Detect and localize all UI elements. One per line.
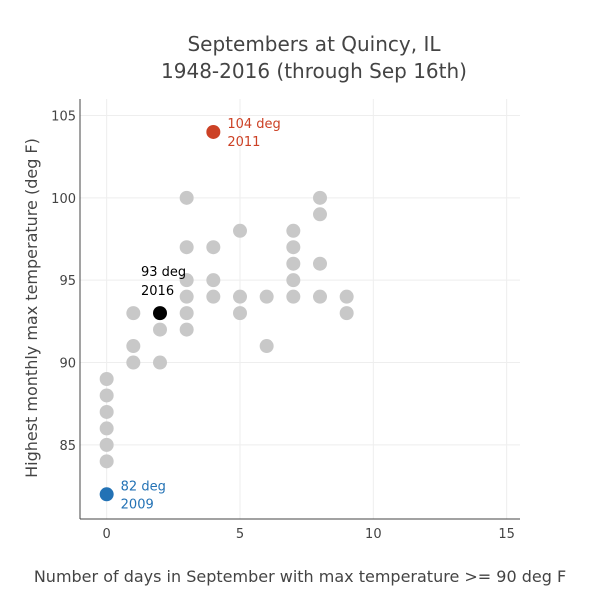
- data-point: [179, 273, 194, 288]
- axes-layer: [79, 99, 520, 520]
- x-axis-title: Number of days in September with max tem…: [34, 567, 566, 586]
- y-axis-title: Highest monthly max temperature (deg F): [22, 138, 41, 478]
- data-point: [99, 388, 114, 403]
- y-tick-label: 90: [59, 357, 76, 372]
- data-point: [99, 421, 114, 436]
- data-point: [99, 437, 114, 452]
- points-layer: [99, 190, 354, 469]
- ticks-layer: 0 5 10 15 85 90 95 100 105: [51, 109, 515, 542]
- highlight-label-min-year: 2009: [121, 497, 154, 512]
- data-point: [153, 322, 167, 337]
- x-tick-label: 0: [103, 527, 111, 542]
- data-point: [233, 289, 247, 304]
- highlight-point-current: [153, 306, 167, 321]
- data-point: [286, 223, 301, 238]
- highlight-label-max-year: 2011: [227, 135, 260, 150]
- highlight-label-current-value: 93 deg: [141, 265, 186, 280]
- data-point: [286, 273, 301, 288]
- data-point: [206, 289, 221, 304]
- y-tick-label: 105: [51, 109, 76, 124]
- data-point: [313, 256, 327, 271]
- data-point: [233, 223, 247, 238]
- data-point: [153, 355, 167, 370]
- x-tick-label: 10: [365, 527, 382, 542]
- data-point: [339, 306, 354, 321]
- data-point: [339, 289, 354, 304]
- data-point: [206, 273, 221, 288]
- data-point: [286, 289, 301, 304]
- data-point: [126, 306, 141, 321]
- grid-layer: [80, 99, 520, 519]
- data-point: [206, 240, 221, 255]
- highlight-point-min: [99, 487, 114, 502]
- data-point: [99, 404, 114, 419]
- highlight-label-current-year: 2016: [141, 284, 174, 299]
- data-point: [259, 339, 274, 354]
- data-point: [233, 306, 247, 321]
- highlight-label-min-value: 82 deg: [121, 479, 166, 494]
- x-tick-label: 15: [498, 527, 515, 542]
- data-point: [179, 306, 194, 321]
- data-point: [313, 190, 327, 205]
- chart-title-line2: 1948-2016 (through Sep 16th): [161, 59, 467, 83]
- data-point: [126, 355, 141, 370]
- data-point: [313, 207, 327, 222]
- y-tick-label: 85: [59, 439, 76, 454]
- x-tick-label: 5: [236, 527, 244, 542]
- data-point: [313, 289, 327, 304]
- data-point: [99, 372, 114, 386]
- data-point: [259, 289, 274, 304]
- data-point: [286, 256, 301, 271]
- data-point: [179, 240, 194, 255]
- highlights-layer: 93 deg 2016 104 deg 2011 82 deg 2009: [99, 117, 281, 512]
- y-tick-label: 95: [59, 274, 76, 289]
- highlight-label-max-value: 104 deg: [227, 117, 280, 132]
- data-point: [286, 240, 301, 255]
- data-point: [179, 289, 194, 304]
- y-tick-label: 100: [51, 192, 76, 207]
- data-point: [126, 339, 141, 354]
- data-point: [99, 454, 114, 469]
- highlight-point-max: [206, 124, 221, 139]
- data-point: [179, 190, 194, 205]
- chart-title-line1: Septembers at Quincy, IL: [187, 32, 441, 56]
- data-point: [179, 322, 194, 337]
